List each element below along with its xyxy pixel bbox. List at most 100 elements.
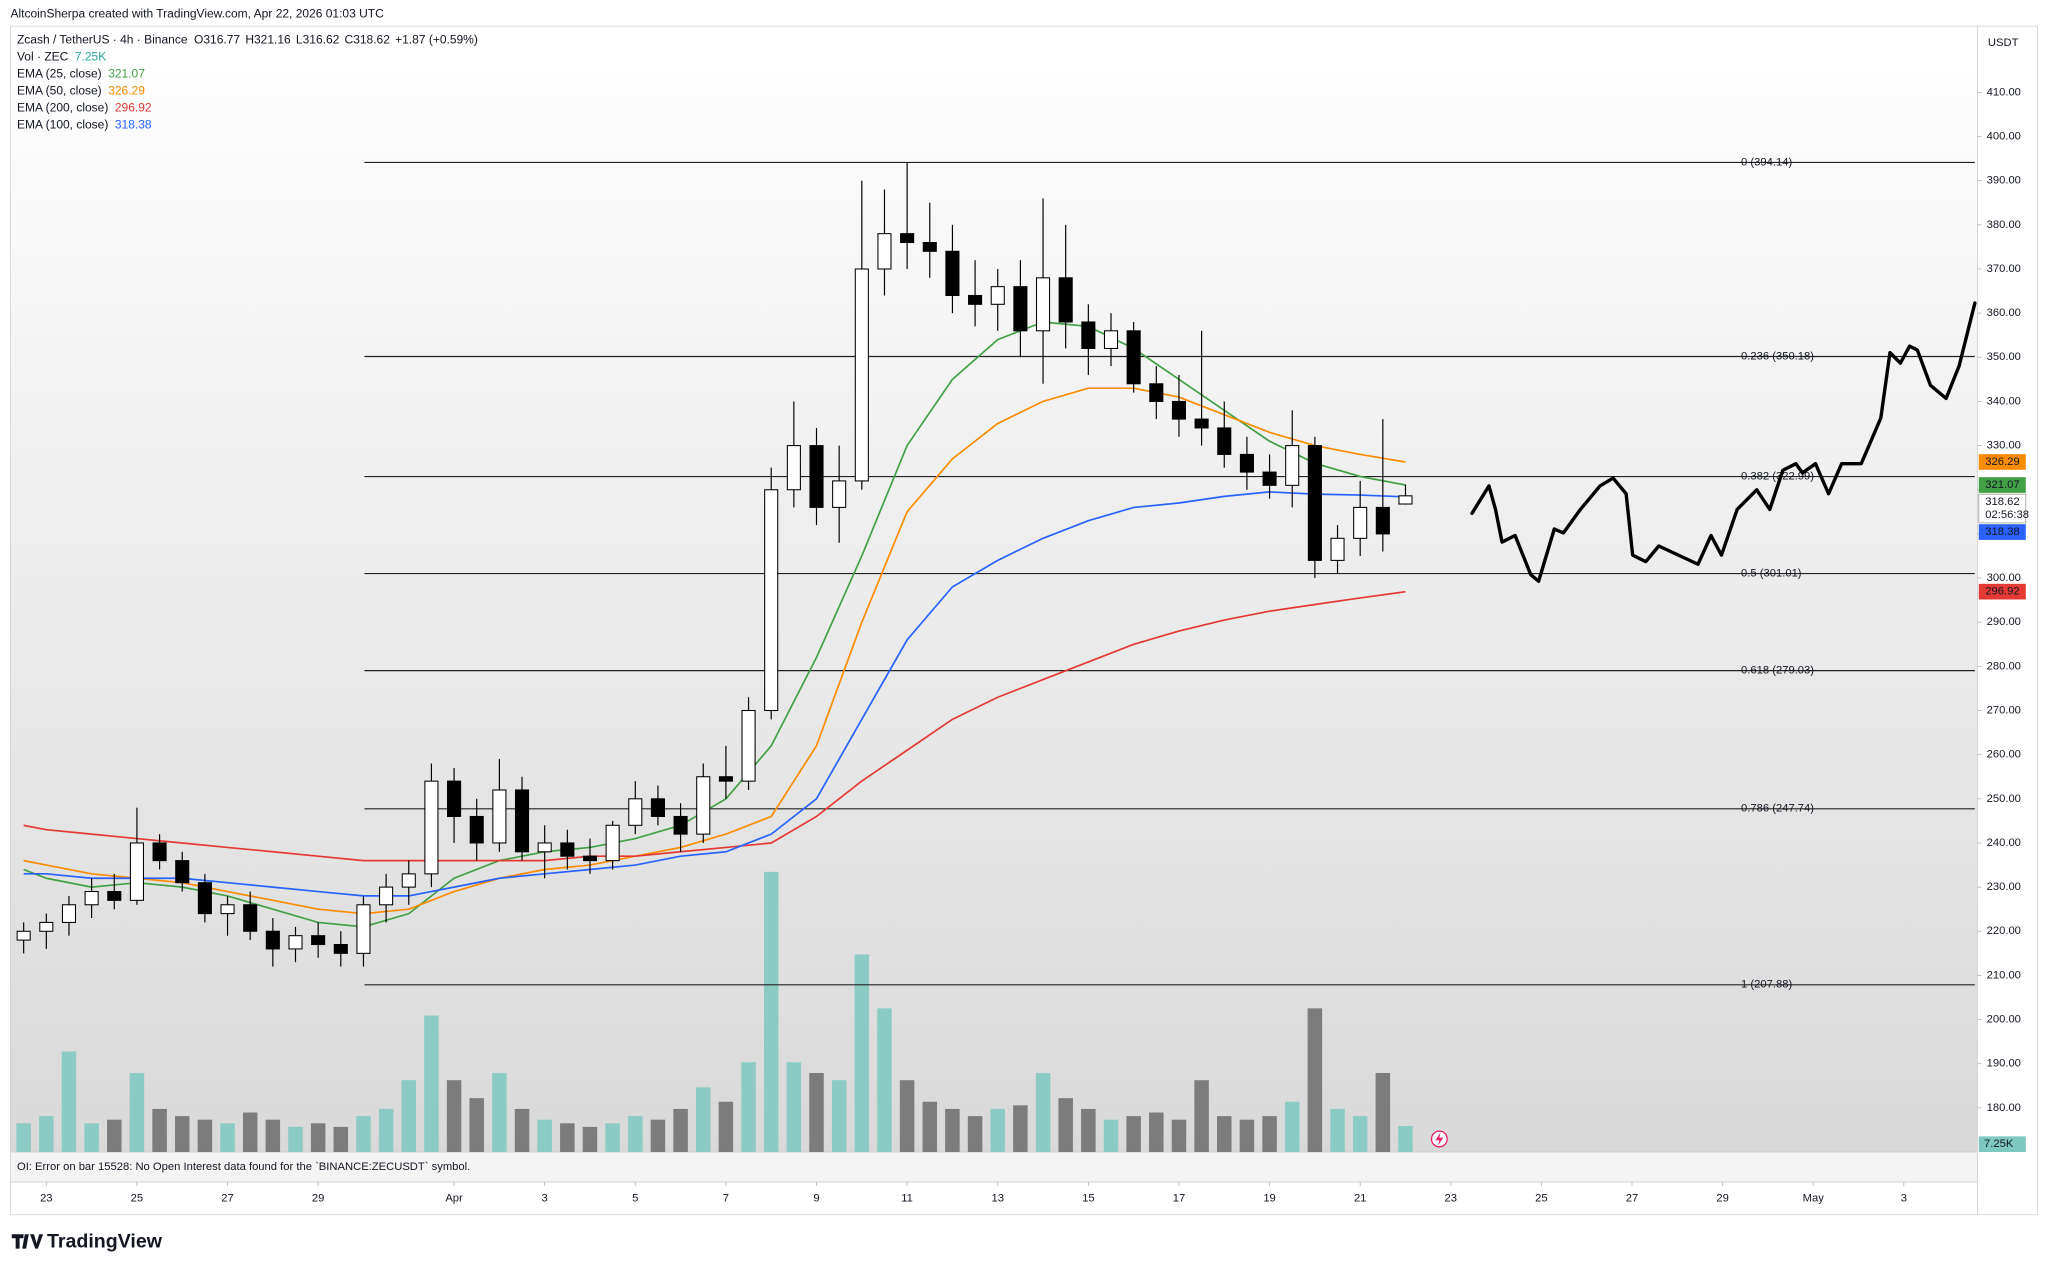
x-tick-label: 29 <box>1716 1192 1728 1204</box>
y-tick-label: 330.00 <box>1987 440 2021 452</box>
y-tick-label: 370.00 <box>1987 263 2021 275</box>
candle-body <box>39 921 54 932</box>
candle-body <box>152 842 167 862</box>
y-tick-label: 390.00 <box>1987 175 2021 187</box>
volume-bar <box>401 1080 417 1153</box>
ema-value: 321.07 <box>108 67 145 81</box>
x-tick-label: 11 <box>901 1192 913 1204</box>
y-tick-label: 350.00 <box>1987 351 2021 363</box>
volume-bar <box>673 1108 688 1153</box>
volume-bar <box>356 1116 371 1153</box>
ema-legend: EMA (200, close) 296.92 <box>17 101 152 115</box>
y-tick-label: 340.00 <box>1987 395 2021 407</box>
alert-bolt <box>1435 1132 1444 1146</box>
fib-label: 0.618 (279.03) <box>1741 665 1814 677</box>
volume-bar <box>741 1062 756 1153</box>
candle-body <box>922 241 937 252</box>
y-tick-label: 270.00 <box>1987 704 2021 716</box>
y-tick-label: 290.00 <box>1987 616 2021 628</box>
x-tick-label: 5 <box>632 1192 638 1204</box>
currency: USDT <box>1988 37 2019 49</box>
fib-label: 1 (207.88) <box>1741 979 1792 991</box>
candle-body <box>786 445 801 491</box>
candle-body <box>1081 321 1096 349</box>
volume-bar <box>786 1062 802 1153</box>
candle-body <box>129 842 144 901</box>
volume-bar <box>537 1119 552 1153</box>
candle-body <box>1217 427 1232 455</box>
ema-line <box>23 491 1406 897</box>
candle-body <box>1013 286 1028 332</box>
candle-body <box>265 930 280 950</box>
volume-bar <box>469 1098 484 1153</box>
candle-body <box>877 233 892 270</box>
volume-bar <box>1352 1116 1368 1153</box>
candle-body <box>197 882 212 915</box>
ema-name: EMA (25, close) <box>17 67 102 81</box>
ema-legend: EMA (50, close) 326.29 <box>17 84 145 98</box>
volume-bar <box>1375 1073 1391 1153</box>
ema-name: EMA (200, close) <box>17 101 108 115</box>
volume-bar <box>378 1108 394 1153</box>
status-message: OI: Error on bar 15528: No Open Interest… <box>17 1161 470 1173</box>
candle-body <box>990 286 1005 305</box>
y-tick-label: 200.00 <box>1987 1014 2021 1026</box>
x-tick-label: 15 <box>1082 1192 1094 1204</box>
volume-bar <box>809 1073 824 1153</box>
volume-bar <box>605 1123 620 1153</box>
volume-bar <box>945 1108 960 1153</box>
volume-bar <box>582 1126 598 1153</box>
x-tick-label: 27 <box>1626 1192 1638 1204</box>
brand-name: TradingView <box>47 1230 163 1252</box>
candle-body <box>1375 506 1390 535</box>
candle-body <box>84 891 99 906</box>
candle-body <box>1035 277 1051 332</box>
candle-body <box>628 798 643 826</box>
volume-bar <box>1262 1116 1277 1153</box>
volume-bar <box>1194 1080 1209 1153</box>
candle-body <box>220 904 235 915</box>
x-tick-label: 3 <box>542 1192 548 1204</box>
y-tick-label: 380.00 <box>1987 219 2021 231</box>
volume-name: Vol · ZEC <box>17 50 69 64</box>
candle-body <box>333 943 348 954</box>
y-tick-label: 400.00 <box>1987 130 2021 142</box>
candle-body <box>1126 330 1141 385</box>
y-tick-label: 220.00 <box>1987 925 2021 937</box>
ema-value: 296.92 <box>115 101 152 115</box>
price-tag <box>1978 524 2026 540</box>
ohlc-value: 318.62 <box>353 33 390 47</box>
countdown: 02:56:38 <box>1985 509 2029 521</box>
candle-body <box>764 489 779 712</box>
candle-body <box>1285 445 1300 486</box>
volume-bar <box>174 1116 190 1153</box>
y-tick-label: 240.00 <box>1987 837 2021 849</box>
volume-bar <box>197 1119 213 1153</box>
price-tag-label: 326.29 <box>1985 456 2019 468</box>
volume-value: 7.25K <box>75 50 106 64</box>
candle-body <box>741 709 756 782</box>
candle-body <box>1149 383 1164 402</box>
volume-bar <box>854 954 870 1153</box>
volume-bar <box>922 1101 938 1153</box>
volume-bar <box>1239 1119 1255 1153</box>
candle-body <box>107 891 122 901</box>
candle-body <box>560 842 575 857</box>
volume-tag-label: 7.25K <box>1984 1138 2014 1150</box>
volume-bar <box>152 1108 167 1153</box>
candle-body <box>900 233 915 244</box>
y-tick-label: 300.00 <box>1987 572 2021 584</box>
ohlc-value: 316.77 <box>203 33 240 47</box>
volume-bar <box>650 1119 666 1153</box>
volume-bar <box>763 871 779 1153</box>
candle-body <box>447 780 462 817</box>
candle-body <box>1398 495 1413 505</box>
candle-body <box>16 930 31 941</box>
y-tick-label: 230.00 <box>1987 881 2021 893</box>
x-tick-label: 25 <box>131 1192 143 1204</box>
ohlc-key: H <box>245 33 254 47</box>
volume-bar <box>1398 1125 1413 1153</box>
change: +1.87 (+0.59%) <box>395 33 478 47</box>
x-tick-label: 17 <box>1173 1192 1185 1204</box>
